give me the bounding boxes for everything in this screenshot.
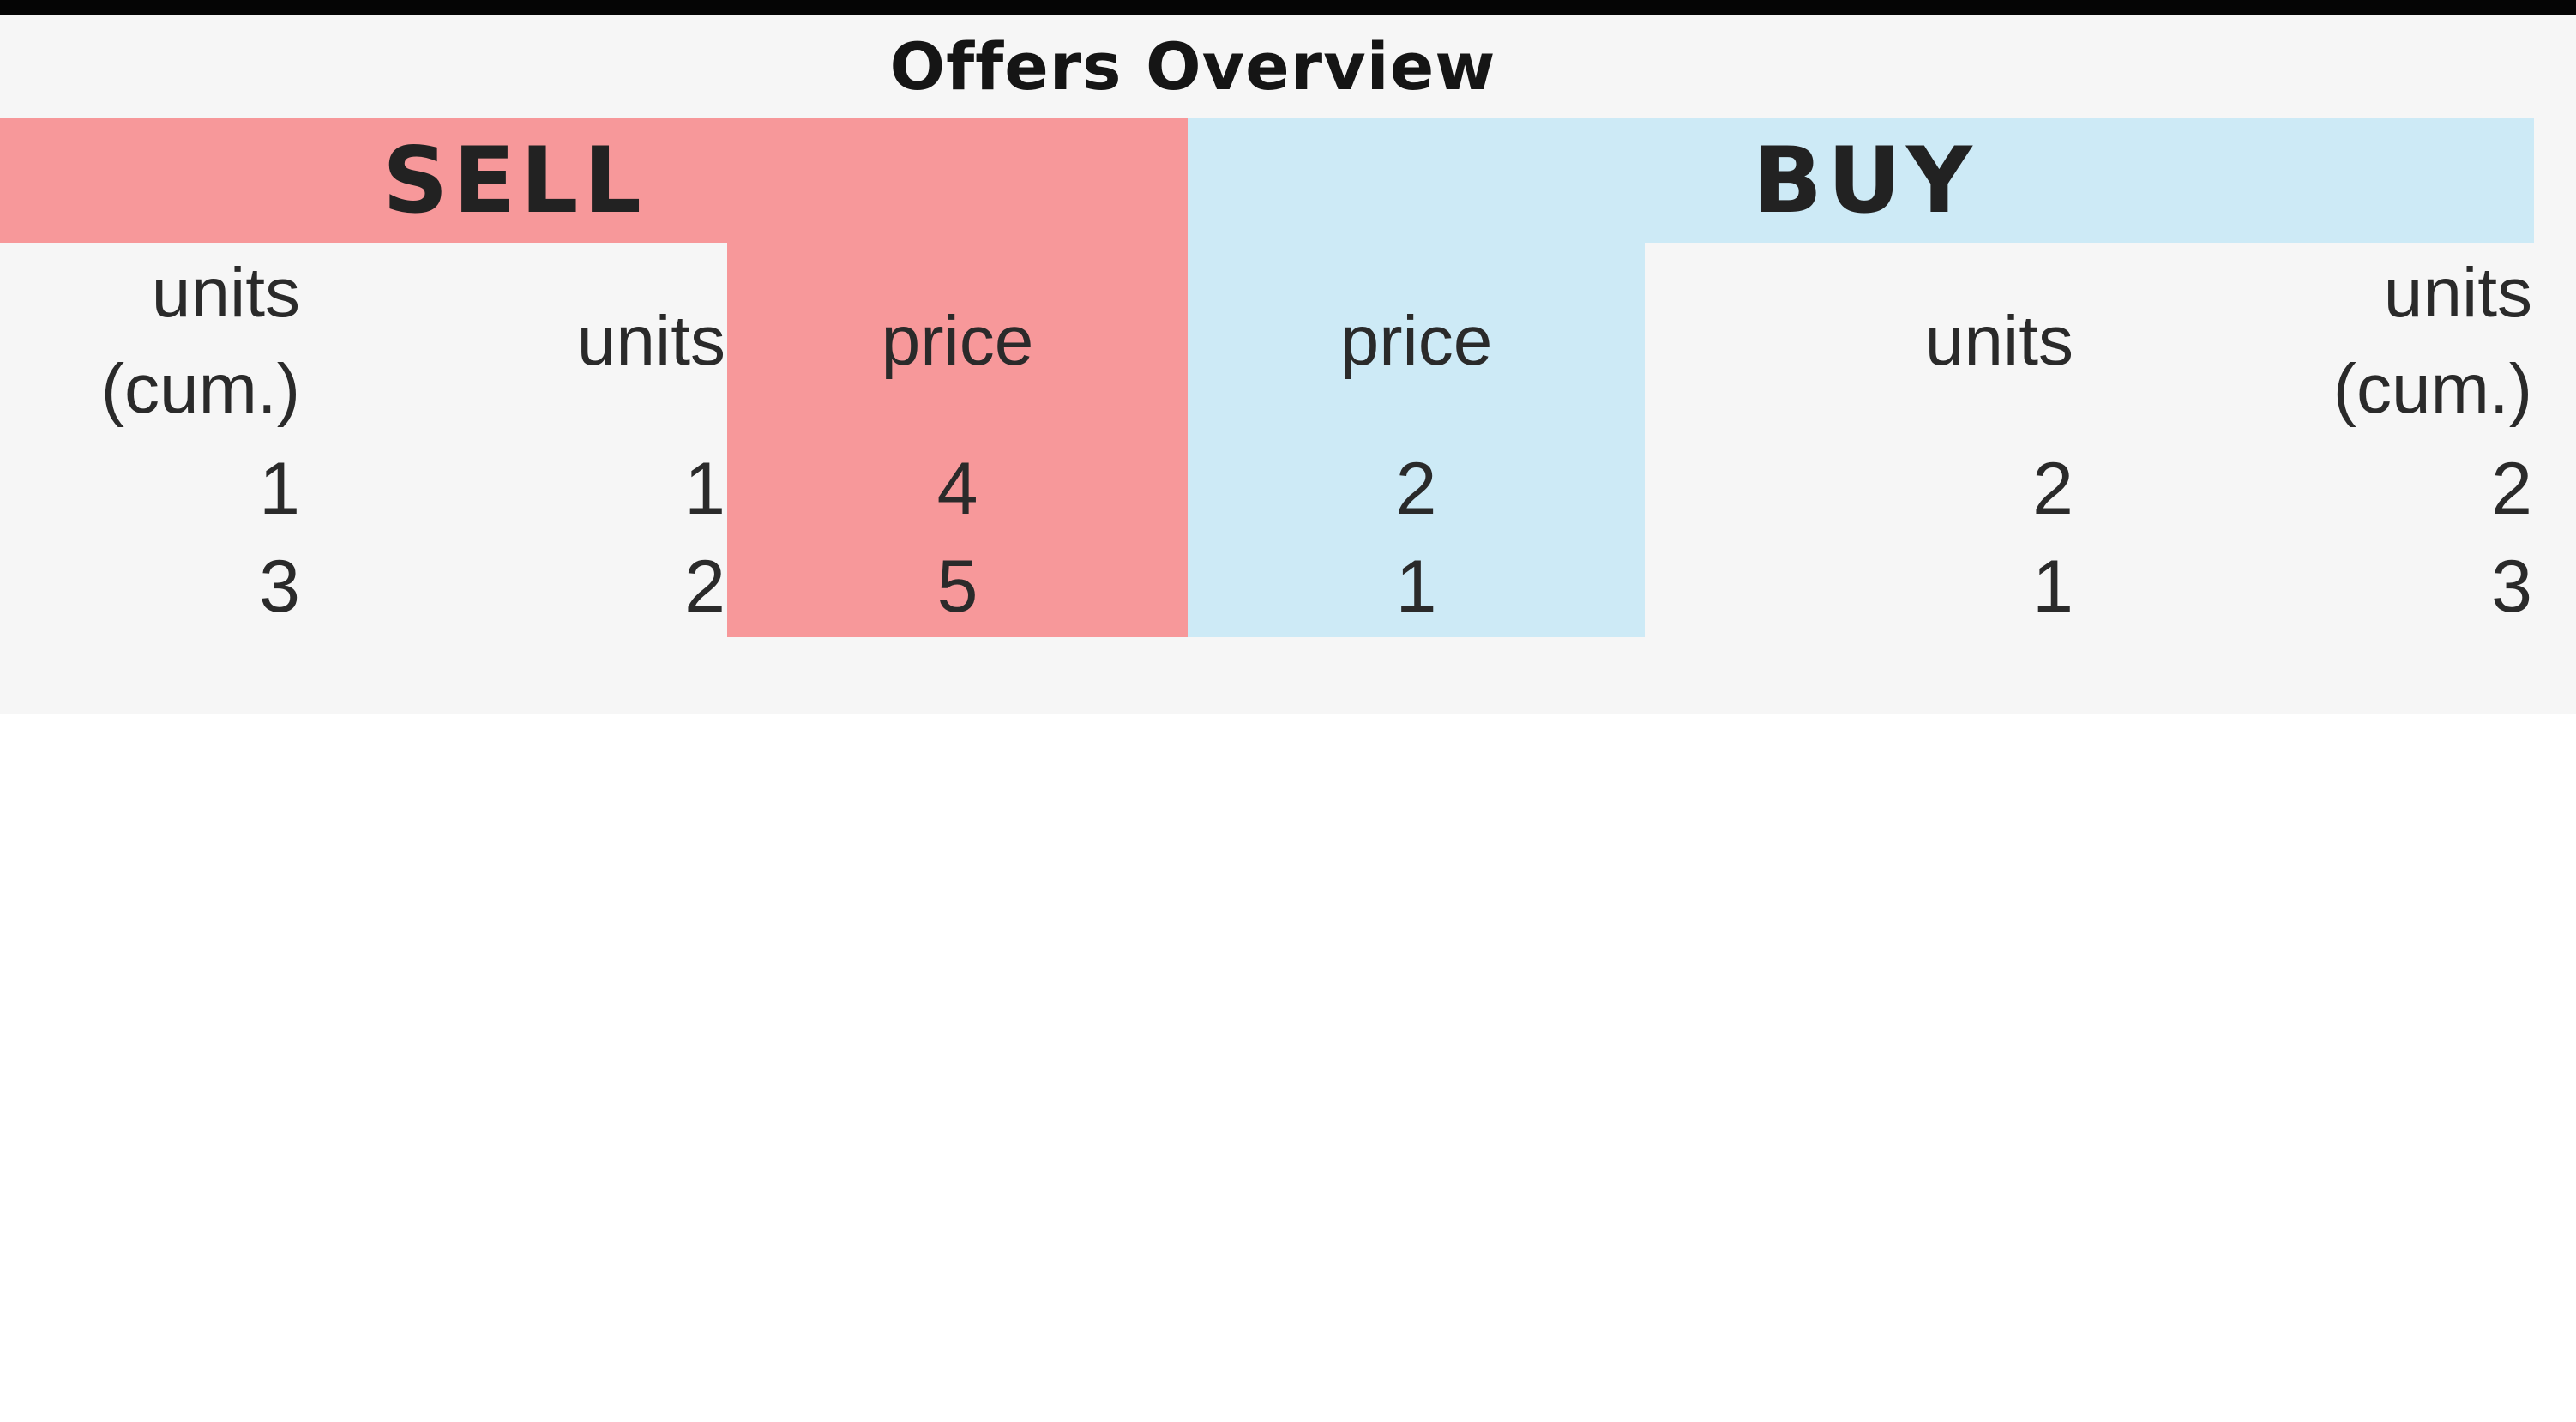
buy-price-column xyxy=(1188,243,1645,637)
sell-units-cum-header-line2: (cum.) xyxy=(100,350,300,428)
buy-units-cum-header-line2: (cum.) xyxy=(2332,350,2532,428)
buy-row-1-price: 2 xyxy=(1395,448,1437,530)
buy-units-header-label: units xyxy=(1924,302,2073,380)
top-border xyxy=(0,0,2576,15)
buy-header-band xyxy=(1188,118,2534,243)
buy-row-1-units: 2 xyxy=(2032,448,2073,530)
buy-row-1-units-cum: 2 xyxy=(2491,448,2532,530)
sell-row-2-price: 5 xyxy=(936,545,978,628)
buy-row-2-price: 1 xyxy=(1395,545,1437,628)
sell-price-header: price xyxy=(727,243,1188,440)
buy-row-2-units: 1 xyxy=(2032,545,2073,628)
sell-units-header: units xyxy=(326,243,725,440)
sell-row-2-units-cum: 3 xyxy=(259,545,300,628)
panel-title: Offers Overview xyxy=(889,28,1496,105)
buy-price-header: price xyxy=(1188,243,1645,440)
buy-section-label: BUY xyxy=(1753,128,1977,233)
sell-row-1-price: 4 xyxy=(936,448,978,530)
sell-price-header-label: price xyxy=(881,302,1034,380)
buy-units-cum-header-line1: units xyxy=(2383,254,2532,332)
buy-units-header: units xyxy=(1645,243,2073,440)
buy-price-header-label: price xyxy=(1339,302,1493,380)
sell-row-1-units: 1 xyxy=(684,448,725,530)
sell-row-2-units: 2 xyxy=(684,545,725,628)
buy-units-cum-header: units (cum.) xyxy=(2073,243,2532,440)
sell-header-band xyxy=(0,118,1188,243)
sell-units-header-label: units xyxy=(576,302,725,380)
sell-section-label: SELL xyxy=(382,128,647,233)
sell-units-cum-header: units (cum.) xyxy=(0,243,300,440)
sell-price-column xyxy=(727,243,1188,637)
sell-units-cum-header-line1: units xyxy=(151,254,300,332)
buy-row-2-units-cum: 3 xyxy=(2491,545,2532,628)
sell-row-1-units-cum: 1 xyxy=(259,448,300,530)
